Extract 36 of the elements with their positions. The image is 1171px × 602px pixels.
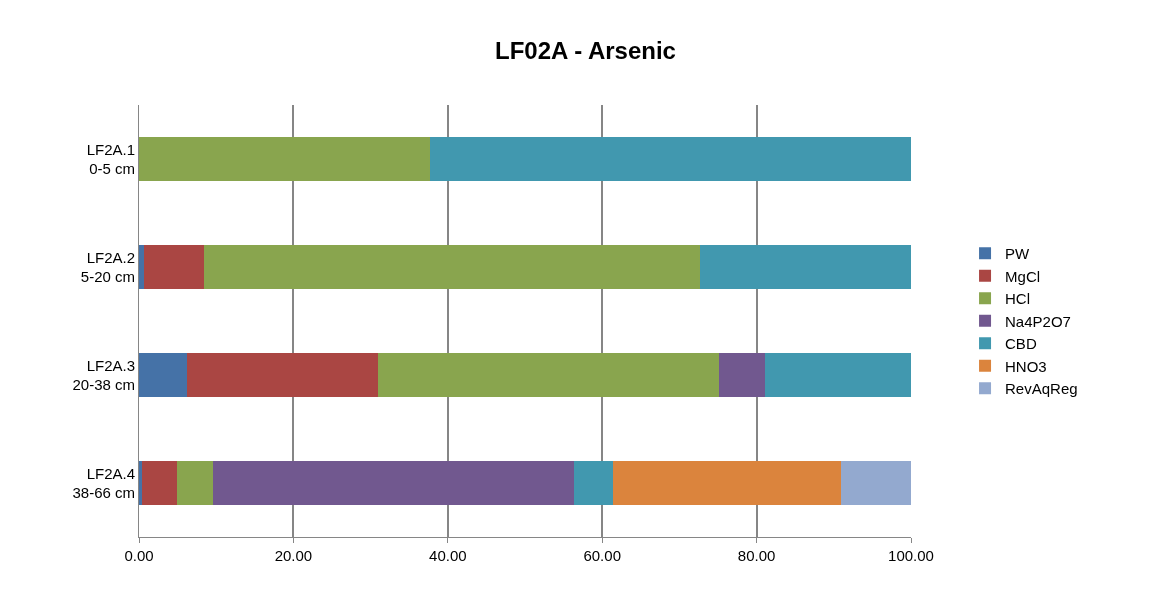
legend-label: Na4P2O7 bbox=[1005, 312, 1071, 330]
x-tick-label: 100.00 bbox=[888, 547, 934, 564]
bar bbox=[700, 245, 911, 289]
bar bbox=[765, 353, 911, 397]
y-tick-label: LF2A.4 38-66 cm bbox=[72, 464, 135, 501]
x-tick-label: 40.00 bbox=[429, 547, 467, 564]
bar bbox=[139, 245, 144, 289]
bar bbox=[213, 461, 574, 505]
x-tick-label: 60.00 bbox=[583, 547, 621, 564]
legend-label: HNO3 bbox=[1005, 357, 1047, 375]
bar bbox=[203, 245, 701, 289]
bar bbox=[840, 461, 911, 505]
bar bbox=[139, 137, 431, 181]
bar bbox=[139, 353, 187, 397]
x-tick-label: 0.00 bbox=[124, 547, 154, 564]
y-tick-label: LF2A.1 0-5 cm bbox=[86, 140, 135, 177]
legend-label: HCl bbox=[1005, 290, 1031, 308]
x-tick-label: 80.00 bbox=[737, 547, 776, 564]
bar bbox=[176, 461, 214, 505]
chart-title: LF02A - Arsenic bbox=[495, 36, 676, 64]
bar bbox=[142, 461, 177, 505]
bar bbox=[430, 137, 911, 181]
bar bbox=[613, 461, 841, 505]
bar bbox=[718, 353, 766, 397]
y-tick-label: LF2A.2 5-20 cm bbox=[80, 248, 135, 285]
bar bbox=[378, 353, 719, 397]
legend-label: CBD bbox=[1005, 335, 1037, 353]
bar bbox=[143, 245, 204, 289]
legend-label: PW bbox=[1005, 245, 1031, 263]
y-tick-label: LF2A.3 20-38 cm bbox=[72, 356, 135, 393]
x-tick-label: 20.00 bbox=[274, 547, 313, 564]
legend-label: MgCl bbox=[1005, 267, 1041, 285]
bar bbox=[139, 461, 143, 505]
bar bbox=[186, 353, 379, 397]
legend-label: RevAqReg bbox=[1005, 380, 1078, 398]
bar bbox=[573, 461, 614, 505]
